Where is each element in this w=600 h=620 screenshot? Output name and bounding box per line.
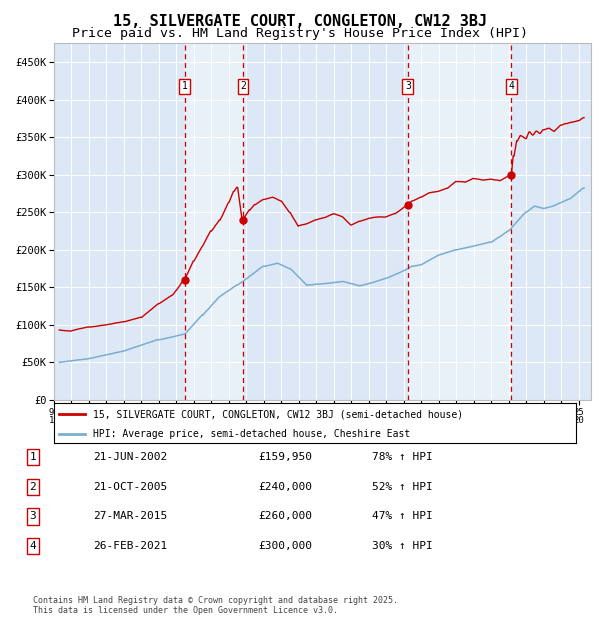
Text: 78% ↑ HPI: 78% ↑ HPI [372, 452, 433, 462]
Text: 15, SILVERGATE COURT, CONGLETON, CW12 3BJ: 15, SILVERGATE COURT, CONGLETON, CW12 3B… [113, 14, 487, 29]
Text: 3: 3 [405, 81, 411, 91]
Text: 27-MAR-2015: 27-MAR-2015 [93, 512, 167, 521]
Text: 2: 2 [29, 482, 37, 492]
Text: 2: 2 [240, 81, 246, 91]
Text: Contains HM Land Registry data © Crown copyright and database right 2025.
This d: Contains HM Land Registry data © Crown c… [33, 596, 398, 615]
Text: 15, SILVERGATE COURT, CONGLETON, CW12 3BJ (semi-detached house): 15, SILVERGATE COURT, CONGLETON, CW12 3B… [93, 409, 463, 419]
Bar [185, 43, 243, 400]
Text: 3: 3 [29, 512, 37, 521]
Text: 1: 1 [29, 452, 37, 462]
Text: 30% ↑ HPI: 30% ↑ HPI [372, 541, 433, 551]
Text: £300,000: £300,000 [258, 541, 312, 551]
Text: £159,950: £159,950 [258, 452, 312, 462]
Text: 52% ↑ HPI: 52% ↑ HPI [372, 482, 433, 492]
Text: 4: 4 [29, 541, 37, 551]
Text: 21-JUN-2002: 21-JUN-2002 [93, 452, 167, 462]
Text: 4: 4 [508, 81, 514, 91]
Text: HPI: Average price, semi-detached house, Cheshire East: HPI: Average price, semi-detached house,… [93, 430, 410, 440]
Text: 1: 1 [182, 81, 188, 91]
Text: £240,000: £240,000 [258, 482, 312, 492]
Text: 26-FEB-2021: 26-FEB-2021 [93, 541, 167, 551]
Bar [408, 43, 511, 400]
Text: 47% ↑ HPI: 47% ↑ HPI [372, 512, 433, 521]
Text: £260,000: £260,000 [258, 512, 312, 521]
Text: 21-OCT-2005: 21-OCT-2005 [93, 482, 167, 492]
Text: Price paid vs. HM Land Registry's House Price Index (HPI): Price paid vs. HM Land Registry's House … [72, 27, 528, 40]
